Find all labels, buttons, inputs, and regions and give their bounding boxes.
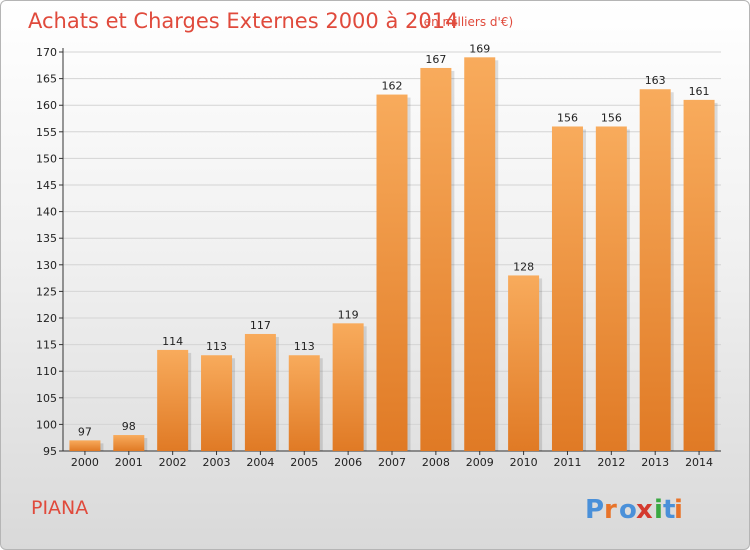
bar: [201, 355, 233, 451]
logo-letter: i: [654, 495, 663, 525]
x-tick-label: 2014: [685, 456, 713, 469]
x-tick-label: 2009: [466, 456, 494, 469]
bar-value-label: 156: [557, 111, 578, 124]
bar-value-label: 113: [294, 340, 315, 353]
commune-name: PIANA: [31, 497, 88, 519]
chart-title: Achats et Charges Externes 2000 à 2014: [28, 9, 458, 33]
bar-value-label: 113: [206, 340, 227, 353]
bar-value-label: 114: [162, 335, 183, 348]
logo-letter: o: [619, 495, 637, 525]
y-tick-label: 150: [36, 152, 57, 165]
bar-value-label: 167: [425, 53, 446, 66]
y-tick-label: 135: [36, 232, 57, 245]
x-tick-label: 2004: [246, 456, 274, 469]
logo-letter: r: [604, 495, 617, 525]
bar: [113, 435, 145, 451]
y-tick-label: 110: [36, 365, 57, 378]
bar: [683, 99, 715, 451]
y-tick-label: 160: [36, 99, 57, 112]
logo-letter: t: [663, 495, 675, 525]
bars: [69, 57, 718, 452]
x-tick-label: 2005: [290, 456, 318, 469]
bar-value-label: 97: [78, 425, 92, 438]
logo-letter: P: [585, 495, 604, 525]
y-tick-label: 165: [36, 73, 57, 86]
y-tick-label: 170: [36, 46, 57, 59]
bar: [508, 275, 540, 451]
y-tick-label: 125: [36, 285, 57, 298]
x-tick-label: 2010: [510, 456, 538, 469]
bar: [376, 94, 408, 451]
bar: [244, 333, 276, 451]
bar-value-label: 156: [601, 111, 622, 124]
logo-letter: i: [674, 495, 683, 525]
y-tick-label: 115: [36, 339, 57, 352]
y-tick-label: 140: [36, 206, 57, 219]
bar-value-label: 163: [645, 74, 666, 87]
x-tick-label: 2012: [597, 456, 625, 469]
bar: [464, 57, 496, 451]
bar-value-label: 161: [689, 85, 710, 98]
bar-value-label: 169: [469, 42, 490, 55]
bar: [69, 440, 101, 451]
x-tick-label: 2006: [334, 456, 362, 469]
bar-value-label: 98: [122, 420, 136, 433]
y-tick-label: 120: [36, 312, 57, 325]
x-tick-label: 2007: [378, 456, 406, 469]
x-tick-label: 2001: [115, 456, 143, 469]
logo-letter: x: [636, 495, 653, 525]
chart-unit: (en milliers d'€): [419, 15, 513, 29]
bar: [595, 126, 627, 451]
x-tick-label: 2003: [203, 456, 231, 469]
x-tick-label: 2011: [553, 456, 581, 469]
y-tick-label: 100: [36, 418, 57, 431]
bar: [420, 67, 452, 452]
y-tick-label: 145: [36, 179, 57, 192]
y-tick-label: 155: [36, 126, 57, 139]
data-labels: 97 98 114 113 117 113 119 162 167 169 128 156 156 163…: [78, 42, 710, 438]
bar-value-label: 162: [382, 80, 403, 93]
bar-value-label: 119: [338, 308, 359, 321]
x-tick-label: 2013: [641, 456, 669, 469]
bar: [332, 323, 364, 451]
y-tick-label: 130: [36, 259, 57, 272]
y-tick-label: 95: [43, 445, 57, 458]
bar: [639, 89, 671, 452]
bar: [157, 349, 189, 451]
x-tick-label: 2002: [159, 456, 187, 469]
bar-value-label: 128: [513, 260, 534, 273]
bar-value-label: 117: [250, 319, 271, 332]
x-tick-label: 2008: [422, 456, 450, 469]
y-tick-label: 105: [36, 392, 57, 405]
bar: [551, 126, 583, 451]
x-tick-label: 2000: [71, 456, 99, 469]
bar: [288, 355, 320, 451]
